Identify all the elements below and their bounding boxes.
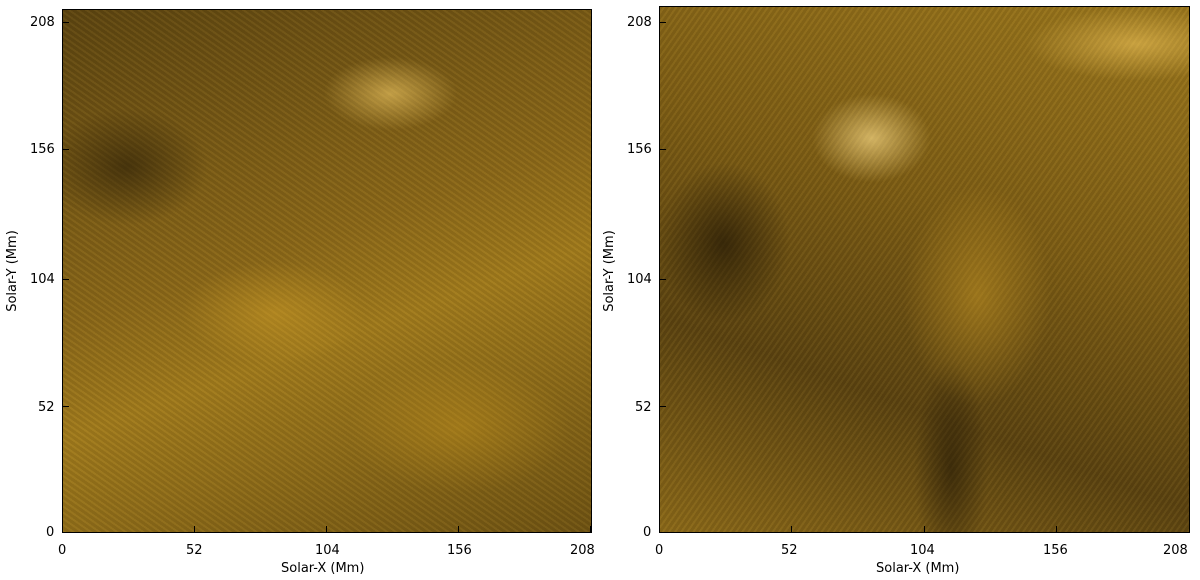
right-xtick-mark [1056,526,1057,533]
right-xtick-label: 52 [781,543,798,558]
left-ytick-label: 156 [30,142,55,157]
left-ytick-label: 52 [38,400,55,415]
right-x-axis-title: Solar-X (Mm) [876,561,960,576]
right-ytick-label: 52 [635,400,652,415]
left-ytick-label: 208 [30,15,55,30]
left-xtick-mark [326,526,327,533]
right-xtick-mark [1189,526,1190,533]
left-xtick-mark [62,526,63,533]
left-xtick-mark [458,526,459,533]
left-xtick-label: 104 [315,543,340,558]
left-xtick-mark [194,526,195,533]
left-ytick-mark [62,406,69,407]
right-ytick-mark [659,532,666,533]
left-ytick-mark [62,22,69,23]
left-ytick-mark [62,532,69,533]
left-xtick-label: 208 [570,543,595,558]
right-ytick-mark [659,279,666,280]
left-solar-image [62,9,592,533]
left-xtick-label: 156 [447,543,472,558]
right-ytick-mark [659,22,666,23]
left-xtick-label: 52 [186,543,203,558]
right-xtick-mark [924,526,925,533]
right-ytick-mark [659,406,666,407]
left-ytick-label: 0 [46,525,55,540]
left-ytick-mark [62,149,69,150]
right-xtick-label: 156 [1043,543,1068,558]
right-y-axis-title: Solar-Y (Mm) [602,230,617,312]
right-ytick-label: 208 [627,15,652,30]
right-xtick-label: 0 [655,543,664,558]
right-ytick-mark [659,149,666,150]
right-xtick-label: 208 [1163,543,1188,558]
right-ytick-label: 156 [627,142,652,157]
right-xtick-label: 104 [910,543,935,558]
right-xtick-mark [659,526,660,533]
right-ytick-label: 0 [643,525,652,540]
left-x-axis-title: Solar-X (Mm) [281,561,365,576]
right-xtick-mark [791,526,792,533]
left-xtick-mark [590,526,591,533]
left-xtick-label: 0 [58,543,67,558]
right-solar-image [659,6,1190,533]
right-ytick-label: 104 [627,272,652,287]
left-ytick-label: 104 [30,272,55,287]
left-y-axis-title: Solar-Y (Mm) [5,230,20,312]
left-ytick-mark [62,279,69,280]
